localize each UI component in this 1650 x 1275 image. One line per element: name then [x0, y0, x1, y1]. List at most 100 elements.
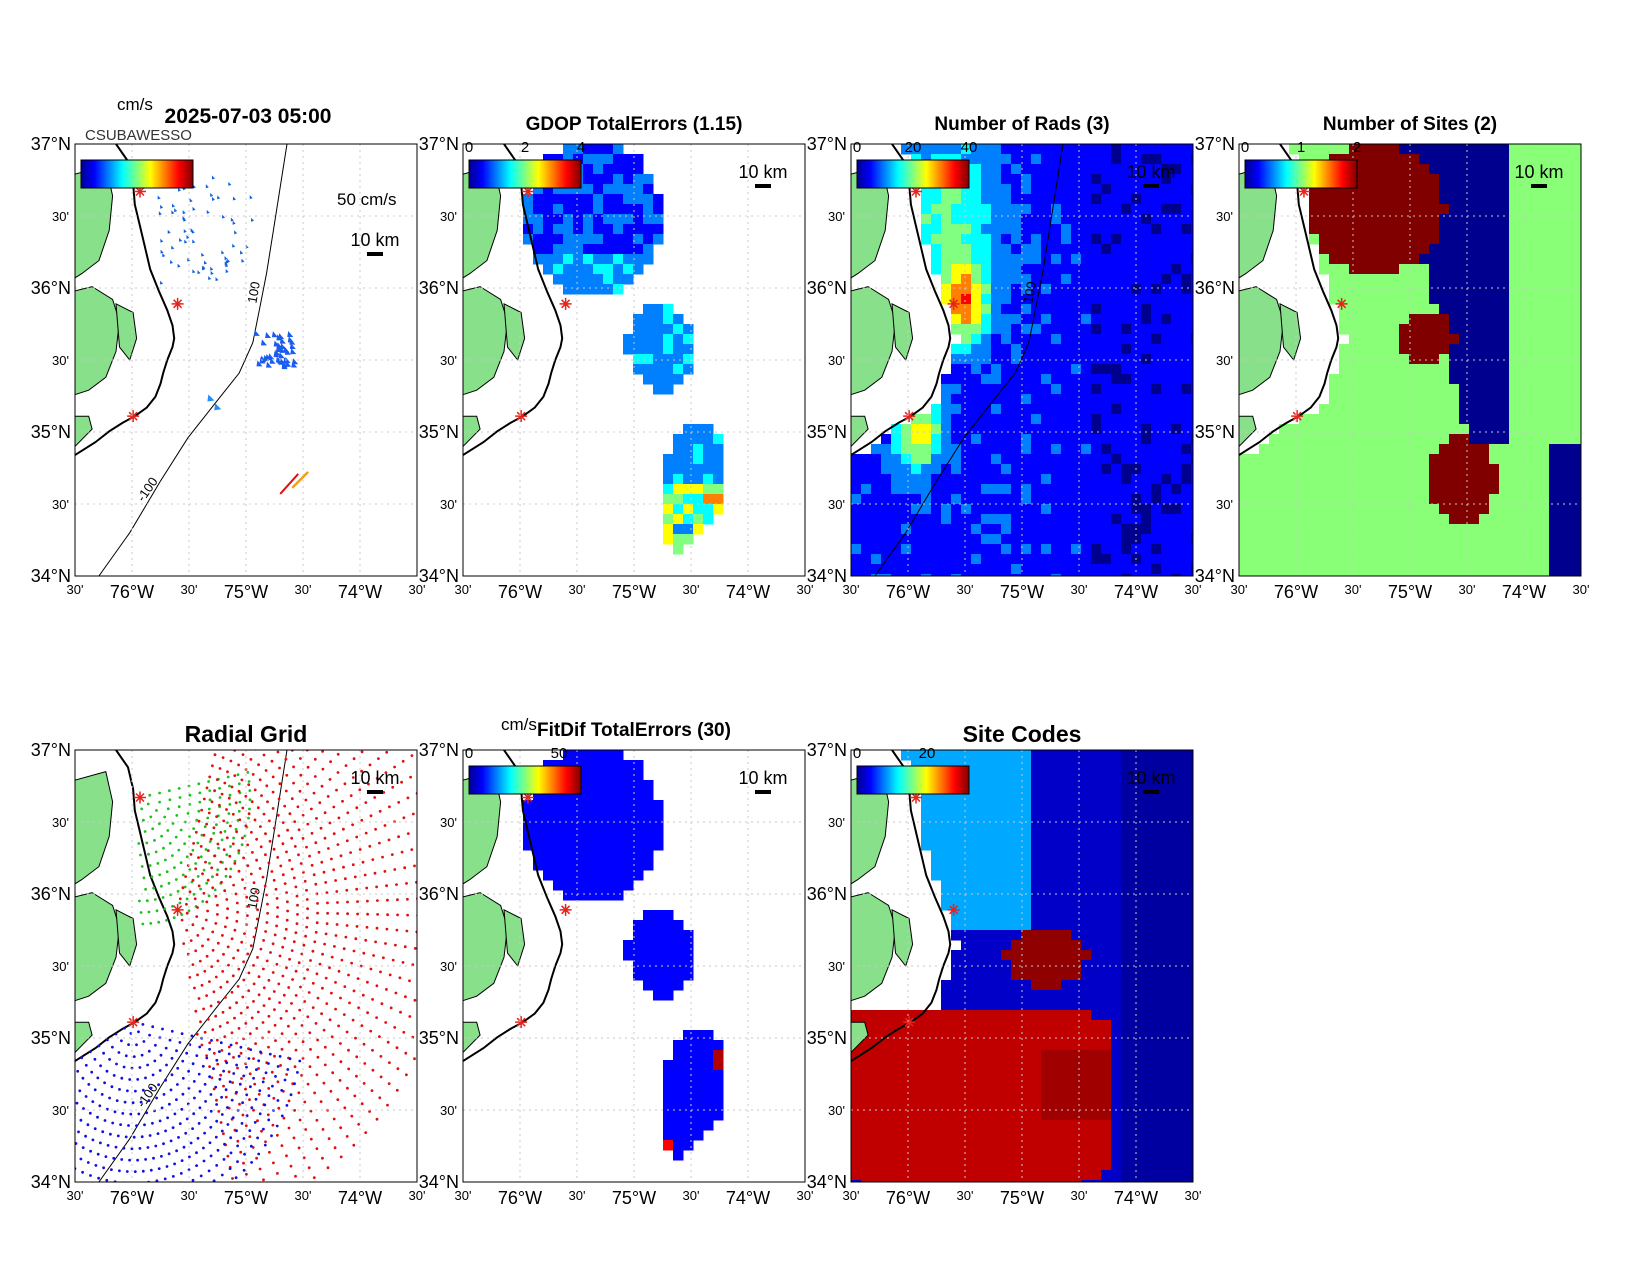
radial-grid-point: [222, 952, 225, 956]
radial-grid-point: [333, 1146, 337, 1150]
grid-cell: [901, 554, 912, 565]
grid-cell: [1449, 244, 1460, 255]
grid-cell: [1191, 284, 1193, 295]
radial-grid-point: [231, 812, 235, 816]
grid-cell: [1081, 174, 1092, 185]
grid-cell: [1299, 574, 1310, 576]
grid-cell: [1409, 574, 1420, 576]
grid-cell: [1111, 324, 1122, 335]
grid-cell: [1171, 394, 1182, 405]
radial-grid-point: [270, 1070, 274, 1074]
radial-grid-point: [383, 870, 387, 873]
grid-cell: [1141, 294, 1152, 305]
grid-cell: [1081, 394, 1092, 405]
grid-cell: [981, 324, 992, 335]
grid-cell: [563, 850, 574, 861]
radial-grid-point: [403, 866, 407, 870]
grid-cell: [613, 880, 624, 891]
grid-cell: [1549, 354, 1560, 365]
grid-cell: [1419, 354, 1430, 365]
grid-cell: [1469, 424, 1480, 435]
grid-cell: [1051, 534, 1062, 545]
grid-cell: [1309, 574, 1320, 576]
radial-grid-point: [157, 1167, 161, 1170]
radial-grid-point: [211, 930, 215, 934]
grid-cell: [1031, 434, 1042, 445]
radial-grid-point: [177, 1136, 180, 1139]
radial-grid-point: [437, 988, 440, 991]
radial-grid-point: [344, 935, 348, 939]
grid-cell: [1011, 234, 1022, 245]
radial-grid-point: [199, 887, 203, 891]
grid-cell: [1489, 234, 1500, 245]
grid-cell: [1031, 474, 1042, 485]
grid-cell: [1409, 524, 1420, 535]
grid-cell: [1191, 394, 1193, 405]
grid-cell: [1439, 204, 1450, 215]
velocity-arrow: [160, 249, 164, 254]
grid-cell: [1191, 444, 1193, 455]
grid-cell: [881, 464, 892, 475]
grid-cell: [1041, 254, 1052, 265]
grid-cell: [971, 244, 982, 255]
grid-cell: [1539, 374, 1550, 385]
lon-tick-label: 74°W: [1502, 582, 1546, 602]
radial-grid-point: [297, 1091, 301, 1095]
velocity-arrow: [232, 196, 236, 201]
grid-cell: [1479, 434, 1490, 445]
grid-cell: [1449, 374, 1460, 385]
grid-cell: [1469, 384, 1480, 395]
grid-cell: [653, 334, 664, 345]
grid-cell: [1001, 384, 1012, 395]
grid-cell: [1469, 144, 1480, 155]
grid-cell: [573, 204, 584, 215]
grid-cell: [1051, 464, 1062, 475]
grid-cell: [1469, 464, 1480, 475]
grid-cell: [523, 820, 534, 831]
grid-cell: [1449, 304, 1460, 315]
grid-cell: [633, 324, 644, 335]
radial-grid-point: [220, 838, 224, 842]
radial-grid-point: [225, 916, 229, 920]
grid-cell: [1319, 184, 1330, 195]
grid-cell: [1011, 384, 1022, 395]
grid-cell: [703, 514, 714, 525]
grid-cell: [1379, 384, 1390, 395]
grid-cell: [1299, 154, 1310, 165]
radial-grid-point: [132, 1055, 136, 1058]
grid-cell: [1081, 284, 1092, 295]
grid-cell: [1529, 444, 1540, 455]
radial-grid-point: [204, 848, 208, 851]
radial-grid-point: [276, 906, 279, 909]
grid-cell: [1489, 364, 1500, 375]
radial-grid-point: [238, 654, 241, 657]
radial-grid-point: [339, 996, 342, 1000]
grid-cell: [1569, 454, 1580, 465]
radial-grid-point: [280, 1144, 284, 1147]
grid-cell: [1409, 404, 1420, 415]
grid-cell: [1469, 454, 1480, 465]
grid-cell: [921, 234, 932, 245]
grid-cell: [1299, 534, 1310, 545]
radial-grid-point: [286, 909, 289, 913]
radial-grid-point: [249, 1144, 253, 1148]
radial-grid-point: [228, 803, 232, 806]
grid-cell: [1409, 304, 1420, 315]
grid-cell: [1279, 574, 1290, 576]
grid-cell: [1151, 174, 1162, 185]
grid-cell: [1509, 294, 1520, 305]
grid-cell: [1041, 174, 1052, 185]
grid-cell: [1579, 254, 1581, 265]
grid-cell: [1369, 514, 1380, 525]
grid-cell: [1489, 344, 1500, 355]
grid-cell: [1101, 534, 1112, 545]
grid-cell: [961, 194, 972, 205]
radial-grid-point: [354, 690, 357, 693]
grid-cell: [1369, 154, 1380, 165]
grid-cell: [1449, 264, 1460, 275]
grid-cell: [1399, 314, 1410, 325]
grid-cell: [1539, 464, 1550, 475]
grid-cell: [1409, 544, 1420, 555]
grid-cell: [1529, 384, 1540, 395]
radial-grid-point: [192, 842, 196, 845]
